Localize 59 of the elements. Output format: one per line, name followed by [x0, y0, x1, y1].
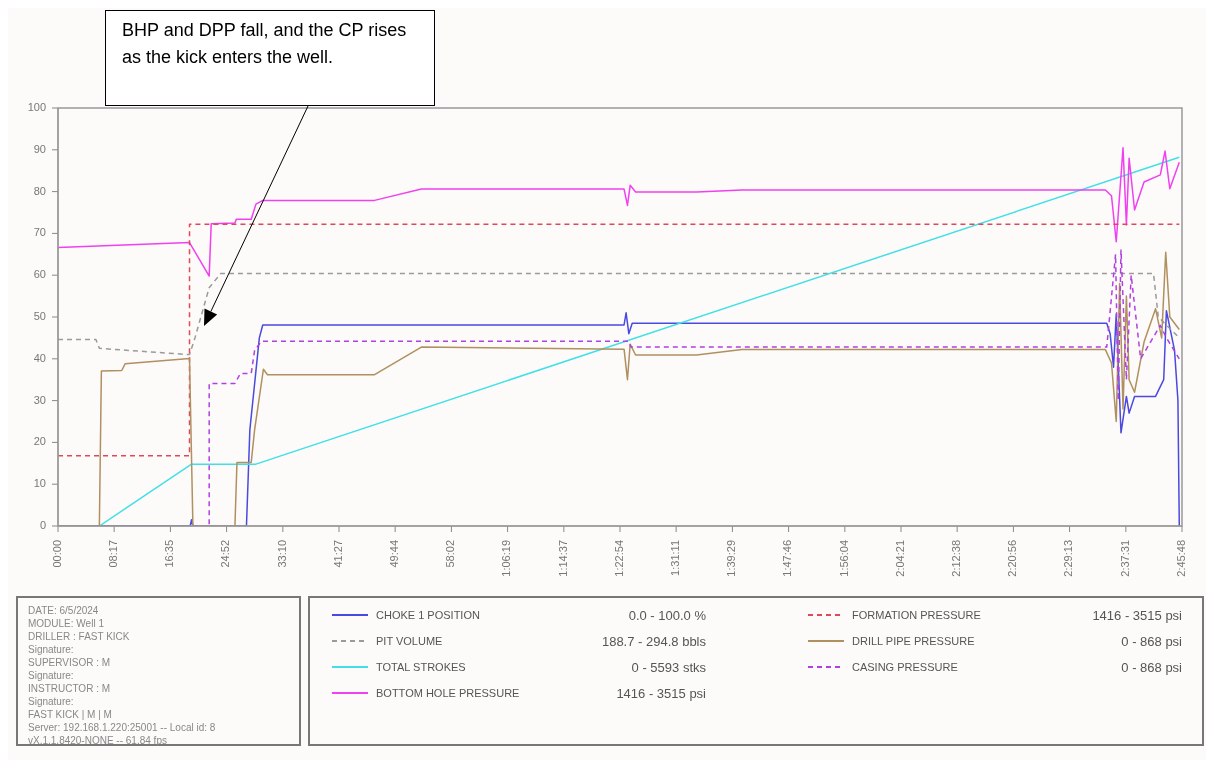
- x-tick-label: 1:06:19: [500, 540, 513, 577]
- x-tick-label: 1:31:11: [669, 540, 682, 576]
- text: 188.7 - 294.8 bbls: [600, 633, 706, 649]
- x-tick-label: 2:29:13: [1062, 540, 1075, 577]
- text: Signature:: [28, 669, 75, 682]
- x-tick-label: 41:27: [331, 540, 344, 568]
- legend-label: DRILL PIPE PRESSURE: [852, 635, 976, 647]
- x-tick-label: 1:47:46: [781, 540, 794, 577]
- legend-label: TOTAL STROKES: [376, 661, 467, 673]
- text: Signature:: [28, 695, 75, 708]
- x-tick-label: 08:17: [107, 540, 120, 568]
- text: 0 - 868 psi: [1120, 633, 1182, 649]
- y-tick-label: 30: [33, 393, 46, 406]
- legend-label: CASING PRESSURE: [852, 661, 959, 673]
- text: INSTRUCTOR : M: [28, 682, 112, 695]
- text: FAST KICK | M | M: [28, 708, 113, 721]
- y-tick-label: 80: [33, 184, 46, 197]
- line-series: [58, 146, 1181, 277]
- legend-label: FORMATION PRESSURE: [852, 609, 982, 621]
- text: SUPERVISOR : M: [28, 656, 112, 669]
- x-tick-label: 2:12:38: [950, 540, 963, 577]
- text: DATE: 6/5/2024: [28, 604, 100, 617]
- y-tick-label: 90: [33, 142, 46, 155]
- x-tick-label: 1:39:29: [725, 540, 738, 577]
- x-tick-label: 49:44: [388, 540, 401, 568]
- x-tick-label: 1:56:04: [837, 540, 850, 577]
- legend-label: PIT VOLUME: [376, 635, 444, 647]
- x-tick-label: 33:10: [275, 540, 288, 568]
- x-tick-label: 1:14:37: [556, 540, 569, 577]
- y-tick-label: 40: [33, 351, 46, 364]
- text: vX.1.1.8420-NONE -- 61.84 fps: [28, 734, 168, 747]
- legend-label: CHOKE 1 POSITION: [376, 609, 481, 621]
- x-tick-label: 2:04:21: [893, 540, 906, 577]
- text: 0 - 868 psi: [1120, 659, 1182, 675]
- y-tick-label: 100: [27, 100, 46, 113]
- x-tick-label: 2:37:31: [1118, 540, 1131, 577]
- text: 0.0 - 100.0 %: [627, 607, 706, 623]
- y-tick-label: 10: [33, 477, 46, 490]
- y-tick-label: 0: [39, 518, 46, 531]
- y-tick-label: 20: [33, 435, 46, 448]
- text: Signature:: [28, 643, 75, 656]
- x-tick-label: 24:52: [219, 540, 232, 568]
- y-tick-label: 50: [33, 309, 46, 322]
- text: 1416 - 3515 psi: [1091, 607, 1182, 623]
- x-tick-label: 2:20:56: [1006, 540, 1019, 577]
- text: Server: 192.168.1.220:25001 -- Local id: 8: [28, 721, 217, 734]
- y-tick-label: 70: [33, 226, 46, 239]
- x-tick-label: 1:22:54: [612, 540, 625, 577]
- text: DRILLER : FAST KICK: [28, 630, 131, 643]
- x-tick-label: 2:45:48: [1174, 540, 1187, 577]
- x-tick-label: 00:00: [50, 540, 63, 568]
- text: 0 - 5593 stks: [630, 659, 706, 675]
- x-tick-label: 58:02: [444, 540, 457, 568]
- callout-box: BHP and DPP fall, and the CP rises as the kick enters the well.: [105, 10, 435, 106]
- legend-label: BOTTOM HOLE PRESSURE: [376, 687, 521, 699]
- text: 1416 - 3515 psi: [615, 685, 706, 701]
- text: MODULE: Well 1: [28, 617, 105, 630]
- y-tick-label: 60: [33, 268, 46, 281]
- x-tick-label: 16:35: [163, 540, 176, 568]
